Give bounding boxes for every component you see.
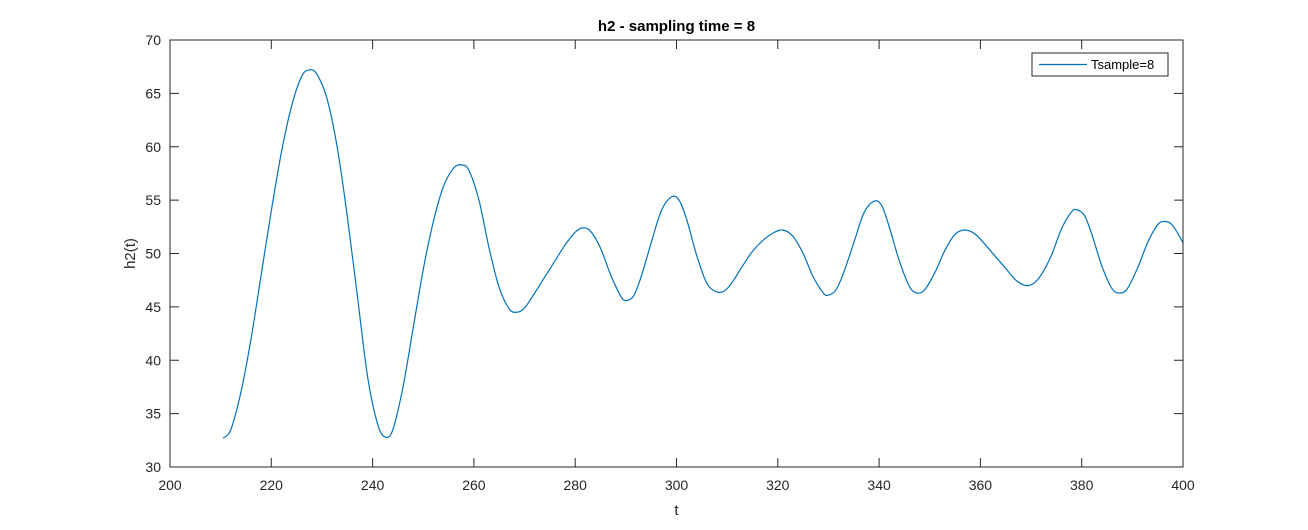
legend-entry-label: Tsample=8 xyxy=(1091,57,1154,72)
y-tick-label: 45 xyxy=(145,299,161,315)
legend-box xyxy=(1031,52,1169,77)
y-tick-label: 30 xyxy=(145,459,161,475)
axes-box xyxy=(169,39,1184,468)
series-layer xyxy=(222,69,1184,439)
x-axis-label: t xyxy=(674,502,679,519)
x-tick-label: 280 xyxy=(564,477,588,493)
ticks-layer: 200 220 240 260 280 300 320 340 360 380 400 30 35 40 4… xyxy=(145,32,1194,493)
y-tick-label: 50 xyxy=(145,246,161,262)
x-tick-label: 400 xyxy=(1171,477,1195,493)
y-tick-label: 35 xyxy=(145,406,161,422)
y-tick-label: 70 xyxy=(145,32,161,48)
x-tick-label: 220 xyxy=(260,477,284,493)
chart-title: h2 - sampling time = 8 xyxy=(598,18,755,35)
x-tick-label: 320 xyxy=(766,477,790,493)
series-line-0 xyxy=(222,69,1184,439)
y-tick-label: 40 xyxy=(145,352,161,368)
y-tick-label: 65 xyxy=(145,85,161,101)
plot-area xyxy=(170,40,1183,467)
x-tick-label: 240 xyxy=(361,477,385,493)
x-tick-label: 300 xyxy=(665,477,689,493)
x-tick-label: 340 xyxy=(867,477,891,493)
legend: Tsample=8 xyxy=(1031,52,1169,77)
y-tick-label: 60 xyxy=(145,139,161,155)
x-tick-label: 380 xyxy=(1070,477,1094,493)
y-tick-label: 55 xyxy=(145,192,161,208)
x-tick-label: 260 xyxy=(462,477,486,493)
x-tick-label: 360 xyxy=(969,477,993,493)
x-tick-label: 200 xyxy=(158,477,182,493)
y-axis-label: h2(t) xyxy=(122,238,139,269)
